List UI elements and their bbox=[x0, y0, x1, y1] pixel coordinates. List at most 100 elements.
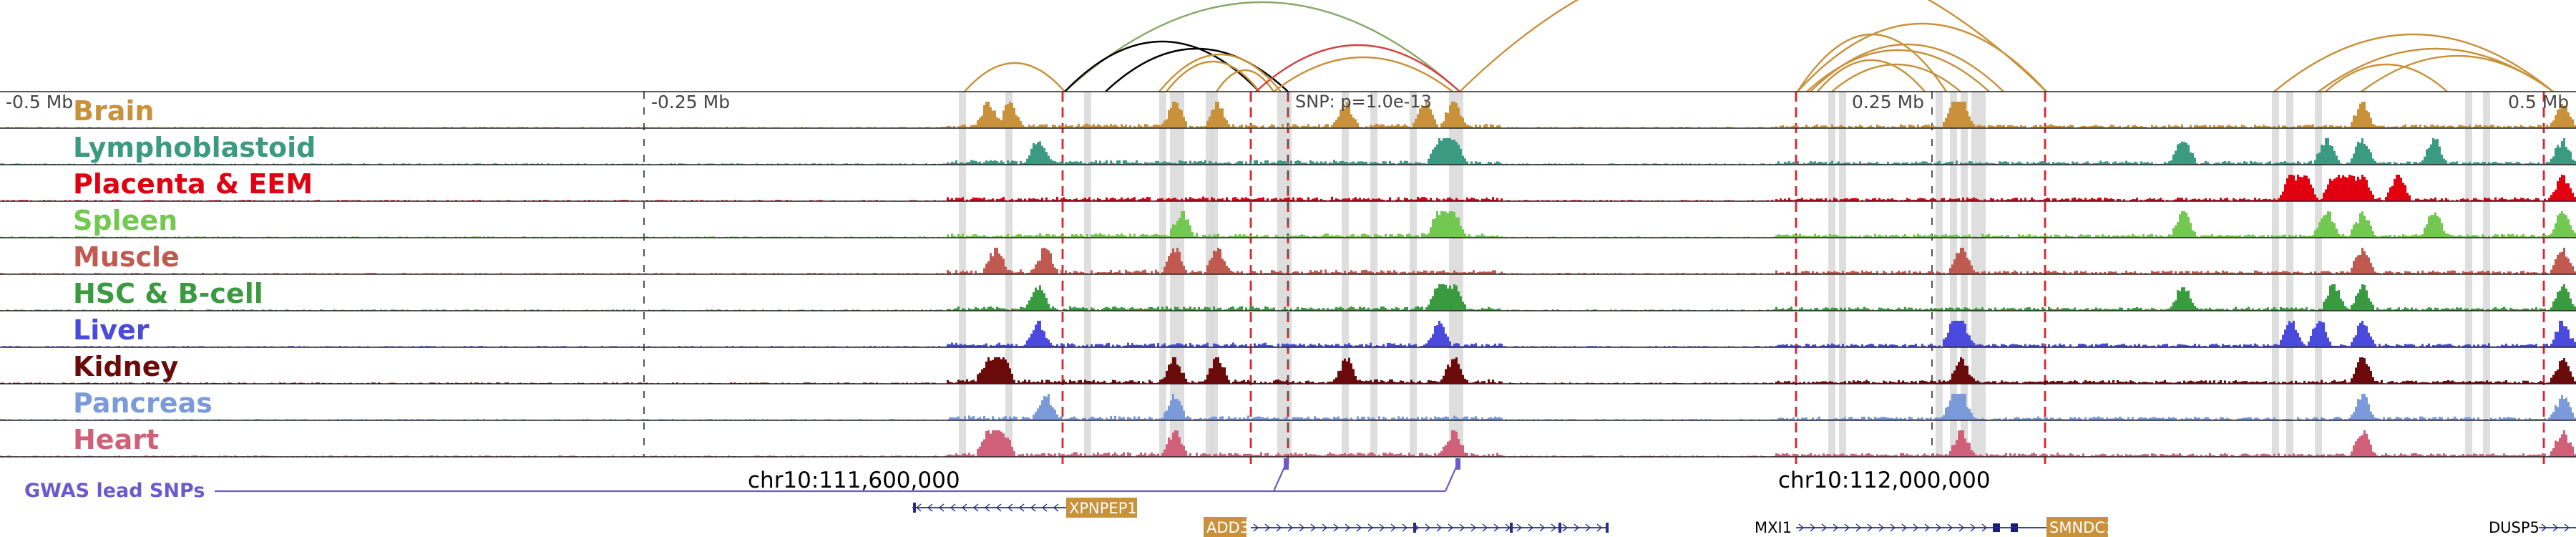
track-label: Spleen bbox=[73, 205, 177, 236]
strand-arrow bbox=[2564, 523, 2570, 532]
strand-arrow bbox=[1287, 523, 1294, 532]
loop-arc bbox=[1796, 33, 1948, 92]
gene-exon bbox=[1510, 523, 1513, 533]
scale-tick-label-0-5: 0.5 Mb bbox=[2508, 92, 2569, 112]
strand-arrow bbox=[1367, 523, 1374, 532]
strand-arrow bbox=[1402, 523, 1408, 532]
strand-arrow bbox=[1821, 523, 1828, 532]
strand-arrow bbox=[1007, 503, 1013, 512]
strand-arrow bbox=[1833, 523, 1839, 532]
scale-tick-label-neg-0-25: -0.25 Mb bbox=[651, 92, 730, 112]
strand-arrow bbox=[1299, 523, 1305, 532]
strand-arrow bbox=[1798, 523, 1805, 532]
svg-text:MXI1: MXI1 bbox=[1755, 519, 1792, 536]
gene-exon bbox=[1558, 523, 1561, 533]
strand-arrow bbox=[1574, 523, 1580, 532]
strand-arrow bbox=[927, 503, 933, 512]
strand-arrow bbox=[1459, 523, 1465, 532]
gene-ADD3 bbox=[1251, 523, 1606, 532]
gene-DUSP5 bbox=[2539, 523, 2576, 532]
strand-arrow bbox=[1436, 523, 1443, 532]
strand-arrow bbox=[1924, 523, 1931, 532]
loop-arc bbox=[1064, 40, 1260, 92]
gene-annotations: XPNPEP1 ADD3 MXI1 SMNDC1 DUSP5 bbox=[912, 498, 2576, 537]
track-label: Placenta & EEM bbox=[73, 168, 313, 200]
strand-arrow bbox=[1585, 523, 1591, 532]
loop-arc bbox=[1255, 44, 1460, 92]
scale-tick-label-0-25: 0.25 Mb bbox=[1852, 92, 1924, 112]
signal-track-2 bbox=[0, 175, 2576, 201]
track-label: Heart bbox=[73, 424, 159, 455]
track-label: Pancreas bbox=[73, 387, 213, 419]
strand-arrow bbox=[1539, 523, 1546, 532]
loop-arc bbox=[1810, 43, 2004, 92]
track-label: Muscle bbox=[73, 241, 180, 273]
strand-arrow bbox=[1276, 523, 1282, 532]
strand-arrow bbox=[1551, 523, 1557, 532]
track-label: Liver bbox=[73, 314, 150, 346]
track-label: Brain bbox=[73, 95, 154, 127]
strand-arrow bbox=[1878, 523, 1885, 532]
strand-arrow bbox=[1253, 523, 1259, 532]
loop-arc bbox=[1797, 22, 2047, 92]
track-label: Lymphoblastoid bbox=[73, 132, 316, 163]
strand-arrow bbox=[1041, 503, 1048, 512]
loop-arc bbox=[1105, 47, 1289, 92]
highlight-regions bbox=[643, 92, 2545, 464]
gene-XPNPEP1 bbox=[912, 503, 1066, 512]
gene-label-MXI1: MXI1 bbox=[1755, 519, 1792, 536]
strand-arrow bbox=[1913, 523, 1919, 532]
track-label: Kidney bbox=[73, 351, 178, 382]
strand-arrow bbox=[1482, 523, 1488, 532]
strand-arrow bbox=[1970, 523, 1976, 532]
gene-exon bbox=[1413, 523, 1416, 533]
strand-arrow bbox=[961, 503, 967, 512]
strand-arrow bbox=[1333, 523, 1340, 532]
strand-arrow bbox=[1596, 523, 1603, 532]
track-labels: Brain Lymphoblastoid Placenta & EEM Spleen M… bbox=[73, 95, 316, 455]
strand-arrow bbox=[1356, 523, 1362, 532]
strand-arrow bbox=[984, 503, 990, 512]
strand-arrow bbox=[1379, 523, 1385, 532]
gene-label-DUSP5: DUSP5 bbox=[2489, 519, 2540, 536]
loop-arc bbox=[2361, 54, 2554, 92]
gene-label-SMNDC1: SMNDC1 bbox=[2046, 517, 2114, 537]
strand-arrow bbox=[1958, 523, 1965, 532]
strand-arrow bbox=[1947, 523, 1953, 532]
strand-arrow bbox=[1493, 523, 1500, 532]
svg-text:SMNDC1: SMNDC1 bbox=[2049, 519, 2114, 536]
gwas-snp-marker bbox=[1284, 458, 1289, 470]
strand-arrow bbox=[1448, 523, 1454, 532]
strand-arrow bbox=[972, 503, 979, 512]
signal-track-3 bbox=[0, 211, 2576, 238]
strand-arrow bbox=[1470, 523, 1477, 532]
loop-arc bbox=[1216, 69, 1274, 92]
strand-arrow bbox=[915, 503, 922, 512]
coordinate-label-right: chr10:112,000,000 bbox=[1778, 468, 1991, 493]
coordinate-label-left: chr10:111,600,000 bbox=[748, 468, 960, 493]
strand-arrow bbox=[1855, 523, 1862, 532]
strand-arrow bbox=[1516, 523, 1523, 532]
gene-exon bbox=[913, 503, 916, 513]
strand-arrow bbox=[1053, 503, 1059, 512]
signal-track-1 bbox=[0, 138, 2576, 165]
svg-text:XPNPEP1: XPNPEP1 bbox=[1069, 500, 1137, 517]
loop-arc bbox=[1459, 0, 2047, 92]
strand-arrow bbox=[2552, 523, 2559, 532]
strand-arrow bbox=[1345, 523, 1351, 532]
strand-arrow bbox=[2541, 523, 2547, 532]
strand-arrow bbox=[1844, 523, 1850, 532]
strand-arrow bbox=[1030, 503, 1036, 512]
strand-arrow bbox=[1890, 523, 1896, 532]
loop-arc bbox=[1166, 60, 1260, 92]
strand-arrow bbox=[1322, 523, 1328, 532]
epigenome-tracks bbox=[0, 91, 2576, 458]
gene-label-ADD3: ADD3 bbox=[1204, 517, 1249, 537]
gene-MXI1 bbox=[1796, 523, 1989, 532]
svg-text:DUSP5: DUSP5 bbox=[2489, 519, 2540, 536]
annotation-panel: GWAS lead SNPs chr10:111,600,000 chr10:1… bbox=[24, 458, 1991, 502]
strand-arrow bbox=[1981, 523, 1988, 532]
loop-arc bbox=[1273, 56, 1453, 92]
signal-track-6 bbox=[0, 321, 2576, 347]
